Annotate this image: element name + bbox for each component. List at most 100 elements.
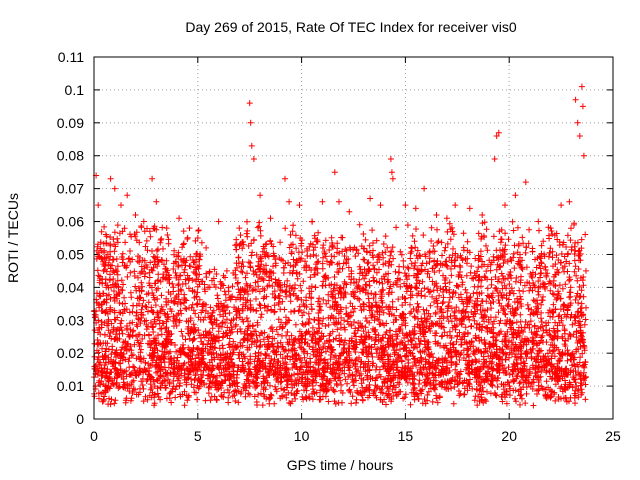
data-point <box>210 349 217 356</box>
data-point <box>408 260 415 267</box>
data-point <box>507 269 514 275</box>
data-point <box>339 390 346 396</box>
data-point <box>501 248 507 255</box>
data-point <box>500 260 507 267</box>
y-tick-label: 0.11 <box>58 49 84 65</box>
data-point <box>347 300 354 307</box>
data-point <box>346 273 353 280</box>
data-point <box>233 246 240 253</box>
data-point <box>140 385 147 392</box>
data-point <box>334 245 341 252</box>
data-point <box>573 383 580 390</box>
data-point <box>517 262 524 268</box>
data-point <box>325 297 332 304</box>
data-point <box>352 253 359 260</box>
data-point <box>295 294 302 301</box>
data-point <box>535 288 541 295</box>
data-point <box>369 353 376 360</box>
data-point <box>172 386 179 393</box>
data-point <box>133 309 140 316</box>
data-point <box>580 282 587 289</box>
data-point <box>275 316 282 323</box>
data-point <box>560 303 567 309</box>
data-point <box>312 284 319 291</box>
data-point <box>470 290 477 297</box>
data-point <box>269 340 276 347</box>
data-point <box>438 333 445 340</box>
data-point <box>232 398 239 404</box>
data-point <box>385 291 392 298</box>
data-point <box>182 336 189 343</box>
data-point <box>361 275 368 282</box>
data-point <box>316 325 323 332</box>
data-point <box>251 393 258 400</box>
data-point <box>522 249 529 256</box>
data-point <box>413 226 419 232</box>
data-point <box>571 220 578 227</box>
data-point <box>560 395 567 402</box>
y-tick-label: 0.09 <box>57 115 84 131</box>
data-point <box>107 234 114 241</box>
data-point <box>322 274 329 281</box>
data-point <box>559 322 566 329</box>
data-point <box>118 324 124 331</box>
data-point <box>348 400 355 407</box>
data-point <box>227 373 234 380</box>
data-point <box>421 396 428 403</box>
data-point <box>446 279 453 286</box>
data-point <box>578 236 585 243</box>
data-point <box>287 231 294 238</box>
data-point <box>475 283 481 290</box>
data-point <box>417 337 424 344</box>
data-point <box>237 339 244 346</box>
data-point <box>166 395 173 402</box>
data-point <box>278 319 284 326</box>
data-point <box>458 341 464 348</box>
data-point <box>300 309 307 316</box>
data-point <box>397 283 404 290</box>
data-point <box>331 388 338 395</box>
data-point <box>460 315 467 322</box>
data-point <box>576 283 583 290</box>
data-point <box>267 391 274 398</box>
data-point <box>478 311 485 318</box>
data-point <box>380 254 387 261</box>
data-point <box>569 321 576 328</box>
data-point <box>353 356 360 363</box>
data-point <box>122 339 128 346</box>
data-point <box>172 394 179 401</box>
data-point <box>520 328 527 335</box>
data-point <box>538 319 545 325</box>
data-point <box>475 264 482 271</box>
data-point <box>566 260 573 267</box>
data-point <box>258 350 264 357</box>
data-point <box>205 390 212 397</box>
data-point <box>158 331 165 338</box>
data-point <box>395 296 402 303</box>
data-point <box>119 250 126 257</box>
data-point <box>130 302 137 309</box>
data-point <box>578 287 585 294</box>
data-point <box>407 310 413 317</box>
data-point <box>515 241 522 247</box>
data-point <box>102 348 109 355</box>
data-point <box>296 340 303 347</box>
data-point <box>317 393 323 400</box>
data-point <box>444 228 451 235</box>
data-point <box>568 225 574 232</box>
data-point <box>510 250 517 257</box>
data-point <box>443 258 450 265</box>
data-point <box>370 262 377 269</box>
data-point <box>114 222 121 229</box>
data-point <box>311 390 318 397</box>
data-point <box>264 283 271 290</box>
data-point <box>484 348 491 354</box>
data-point <box>334 326 341 333</box>
data-point <box>283 289 290 295</box>
data-point <box>295 249 302 256</box>
data-point <box>418 267 425 274</box>
data-point <box>523 390 530 397</box>
data-point <box>139 382 146 388</box>
data-point <box>459 296 465 303</box>
data-point <box>401 394 408 401</box>
